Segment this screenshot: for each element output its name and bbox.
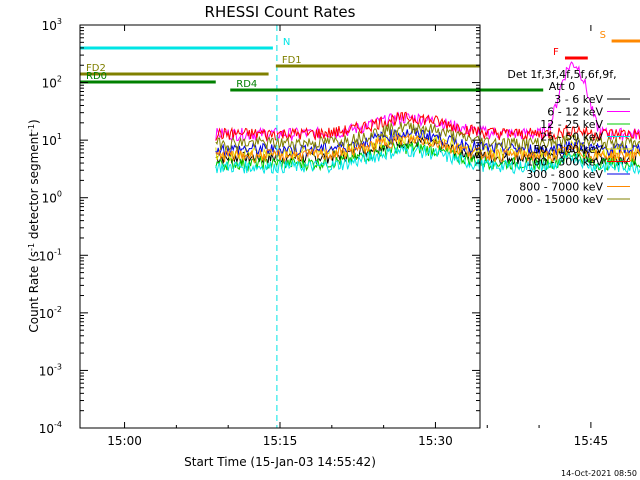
y-axis: 103 102 101 100 10-1 10-2 10-3 10-4 [39,17,480,436]
legend-label: 25 - 50 keV [540,131,603,144]
plot-frame [79,24,481,429]
series-line [215,111,640,143]
chart-title: RHESSI Count Rates [205,3,356,21]
timestamp: 14-Oct-2021 08:50 [561,469,637,478]
y-label-exp-2: -1 [27,124,36,132]
y-tick-label: 10-1 [39,247,62,263]
annotation-label: RD0 [86,71,107,82]
annotation-label: N [283,37,290,48]
y-tick-label: 100 [42,190,62,206]
y-tick-label: 10-3 [39,362,62,378]
legend-label: 50 - 100 keV [533,143,603,156]
series-line [215,120,640,151]
x-tick-label: 15:15 [263,434,298,448]
series-line [215,132,640,164]
x-tick-label: 15:30 [418,434,453,448]
y-tick-label: 10-2 [39,305,62,321]
legend-label: 7000 - 15000 keV [505,193,603,206]
y-tick-label: 102 [42,75,62,91]
annotation-label: F [553,47,559,58]
y-axis-label: Count Rate (s-1 detector segment-1) [27,119,42,332]
annotation-label: FD1 [282,55,302,66]
legend-label: 300 - 800 keV [526,168,603,181]
legend-label: 3 - 6 keV [554,93,603,106]
annotation-label: FD2 [86,63,106,74]
legend-label: 6 - 12 keV [547,106,603,119]
x-tick-label: 15:00 [107,434,142,448]
series-line [215,61,640,143]
legend-label: 800 - 7000 keV [519,181,603,194]
series-layer [215,61,640,175]
legend-label: 100 - 300 keV [526,156,603,169]
y-label-exp: -1 [27,243,36,251]
y-tick-label: 101 [42,132,62,148]
legend-header: Det 1f,3f,4f,5f,6f,9f, [507,68,616,81]
x-axis-label: Start Time (15-Jan-03 14:55:42) [184,455,376,469]
y-tick-label: 103 [42,17,62,33]
y-tick-label: 10-4 [39,420,62,436]
annotation-label: S [600,30,606,41]
legend-label: 12 - 25 keV [540,118,603,131]
legend-header: Att 0 [549,80,575,93]
annotation-label: RD4 [236,79,257,90]
series-line [215,144,640,175]
x-tick-label: 15:45 [574,434,609,448]
